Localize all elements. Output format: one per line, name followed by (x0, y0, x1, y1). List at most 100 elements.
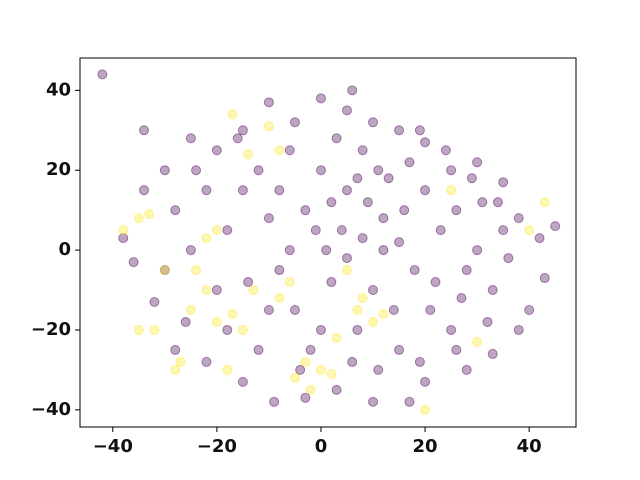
point (159, 165, 170, 176)
point (133, 213, 144, 224)
point (237, 185, 248, 196)
point (498, 177, 509, 188)
point (466, 173, 477, 184)
point (211, 225, 222, 236)
point (222, 225, 233, 236)
point (513, 324, 524, 335)
point (289, 117, 300, 128)
point (430, 277, 441, 288)
point (232, 133, 243, 144)
point (409, 265, 420, 276)
point (237, 376, 248, 387)
point (550, 221, 561, 232)
point (159, 265, 170, 276)
point (461, 364, 472, 375)
point (170, 205, 181, 216)
x-tick-label: 40 (517, 436, 542, 457)
point (97, 69, 108, 80)
point (211, 145, 222, 156)
point (274, 145, 285, 156)
y-tick-label: 0 (58, 239, 71, 260)
point (487, 285, 498, 296)
point (274, 293, 285, 304)
point (300, 392, 311, 403)
point (149, 324, 160, 335)
point (482, 316, 493, 327)
point (331, 332, 342, 343)
point (362, 197, 373, 208)
point (357, 145, 368, 156)
point (263, 97, 274, 108)
x-tick-label: 0 (315, 436, 328, 457)
point (435, 225, 446, 236)
point (185, 133, 196, 144)
point (368, 396, 379, 407)
point (159, 265, 170, 276)
point (191, 165, 202, 176)
y-tick-label: 20 (46, 159, 71, 180)
point (180, 316, 191, 327)
point (263, 213, 274, 224)
point (373, 165, 384, 176)
point (425, 304, 436, 315)
point (305, 384, 316, 395)
point (201, 233, 212, 244)
point (534, 233, 545, 244)
point (420, 185, 431, 196)
point (420, 376, 431, 387)
point (341, 265, 352, 276)
point (263, 121, 274, 132)
x-tick-label: 20 (413, 436, 438, 457)
point (128, 257, 139, 268)
point (394, 344, 405, 355)
point (315, 324, 326, 335)
point (321, 245, 332, 256)
point (326, 277, 337, 288)
point (440, 145, 451, 156)
point (498, 225, 509, 236)
point (149, 297, 160, 308)
point (352, 324, 363, 335)
point (133, 324, 144, 335)
point (472, 157, 483, 168)
point (269, 396, 280, 407)
point (170, 364, 181, 375)
point (446, 324, 457, 335)
point (357, 233, 368, 244)
point (211, 316, 222, 327)
point (201, 285, 212, 296)
point (347, 85, 358, 96)
x-tick-label: −40 (93, 436, 133, 457)
point (503, 253, 514, 264)
point (185, 245, 196, 256)
point (211, 285, 222, 296)
point (420, 404, 431, 415)
point (539, 197, 550, 208)
point (446, 165, 457, 176)
point (237, 125, 248, 136)
point (378, 245, 389, 256)
point (341, 253, 352, 264)
point (524, 304, 535, 315)
series (118, 109, 550, 415)
point (341, 185, 352, 196)
point (336, 225, 347, 236)
point (248, 285, 259, 296)
point (300, 356, 311, 367)
plot-frame (79, 57, 577, 428)
point (383, 173, 394, 184)
point (451, 344, 462, 355)
point (326, 368, 337, 379)
point (513, 213, 524, 224)
point (263, 304, 274, 315)
point (487, 348, 498, 359)
point (315, 93, 326, 104)
point (253, 165, 264, 176)
point (331, 133, 342, 144)
point (284, 277, 295, 288)
point (477, 197, 488, 208)
point (388, 304, 399, 315)
point (175, 356, 186, 367)
point (201, 356, 212, 367)
